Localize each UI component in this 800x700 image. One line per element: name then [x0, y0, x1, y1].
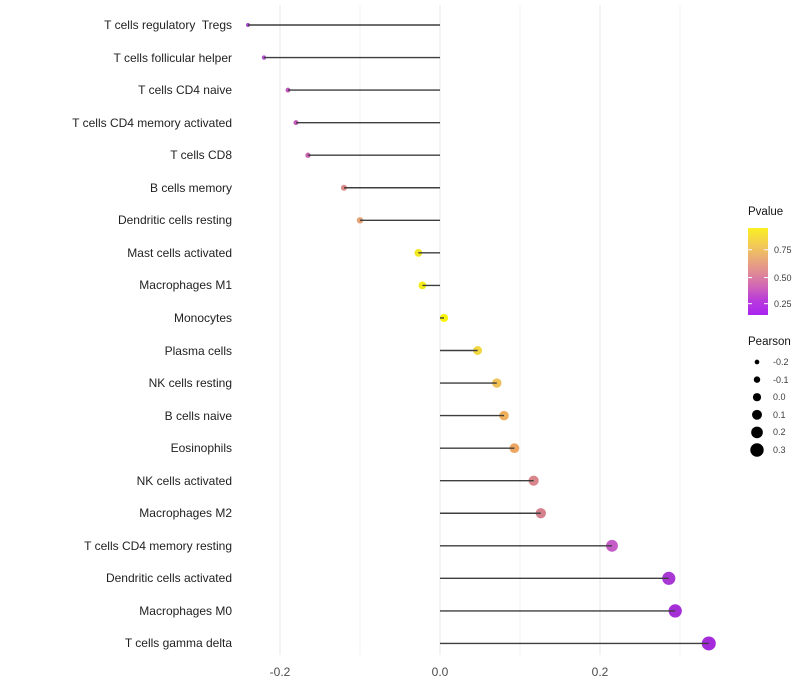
category-label: Eosinophils — [170, 441, 232, 456]
pearson-legend-label: 0.1 — [773, 409, 786, 420]
pearson-legend-dot — [752, 393, 762, 402]
pvalue-tick-label: 0.75 — [774, 244, 792, 255]
pearson-legend-label: -0.2 — [773, 357, 789, 367]
category-label: Macrophages M0 — [139, 603, 232, 618]
pearson-legend-dot — [752, 409, 762, 420]
pearson-legend-label: 0.2 — [773, 427, 786, 438]
category-label: Monocytes — [173, 310, 232, 325]
category-label: B cells naive — [164, 408, 232, 423]
pearson-legend-dot — [750, 443, 764, 457]
x-tick-label: 0.0 — [431, 665, 449, 679]
pearson-legend-dot — [754, 359, 760, 365]
pearson-legend-label: 0.0 — [773, 392, 786, 403]
category-label: B cells memory — [149, 180, 232, 195]
category-label: Mast cells activated — [127, 245, 232, 260]
pvalue-tick-label: 0.25 — [774, 298, 792, 309]
lollipop-dot — [418, 281, 427, 290]
category-label: NK cells activated — [136, 473, 232, 488]
category-label: Macrophages M1 — [139, 278, 232, 293]
lollipop-dot — [701, 636, 716, 651]
category-label: T cells CD4 memory activated — [72, 115, 232, 130]
category-label: T cells regulatory Tregs — [104, 18, 232, 32]
pvalue-tick-label: 0.50 — [774, 272, 792, 283]
category-label: Dendritic cells resting — [117, 213, 232, 228]
pearson-legend-label: -0.1 — [773, 374, 789, 385]
pearson-legend-title: Pearson — [748, 336, 791, 348]
category-label: Dendritic cells activated — [105, 571, 232, 586]
category-label: T cells CD4 memory resting — [84, 538, 232, 553]
category-label: T cells CD4 naive — [138, 83, 232, 98]
pvalue-legend-title: Pvalue — [748, 206, 784, 218]
x-tick-label: 0.2 — [591, 665, 609, 679]
category-label: Macrophages M2 — [139, 506, 232, 521]
category-label: T cells follicular helper — [113, 50, 233, 65]
category-label: Plasma cells — [164, 343, 232, 358]
category-label: T cells gamma delta — [124, 636, 232, 651]
pvalue-colorbar — [748, 228, 768, 315]
category-label: T cells CD8 — [170, 148, 232, 163]
category-label: NK cells resting — [148, 376, 232, 390]
pearson-legend-dot — [753, 376, 761, 383]
pearson-legend-label: 0.3 — [773, 445, 786, 455]
pearson-legend-dot — [751, 426, 763, 439]
x-tick-label: -0.2 — [269, 665, 291, 679]
